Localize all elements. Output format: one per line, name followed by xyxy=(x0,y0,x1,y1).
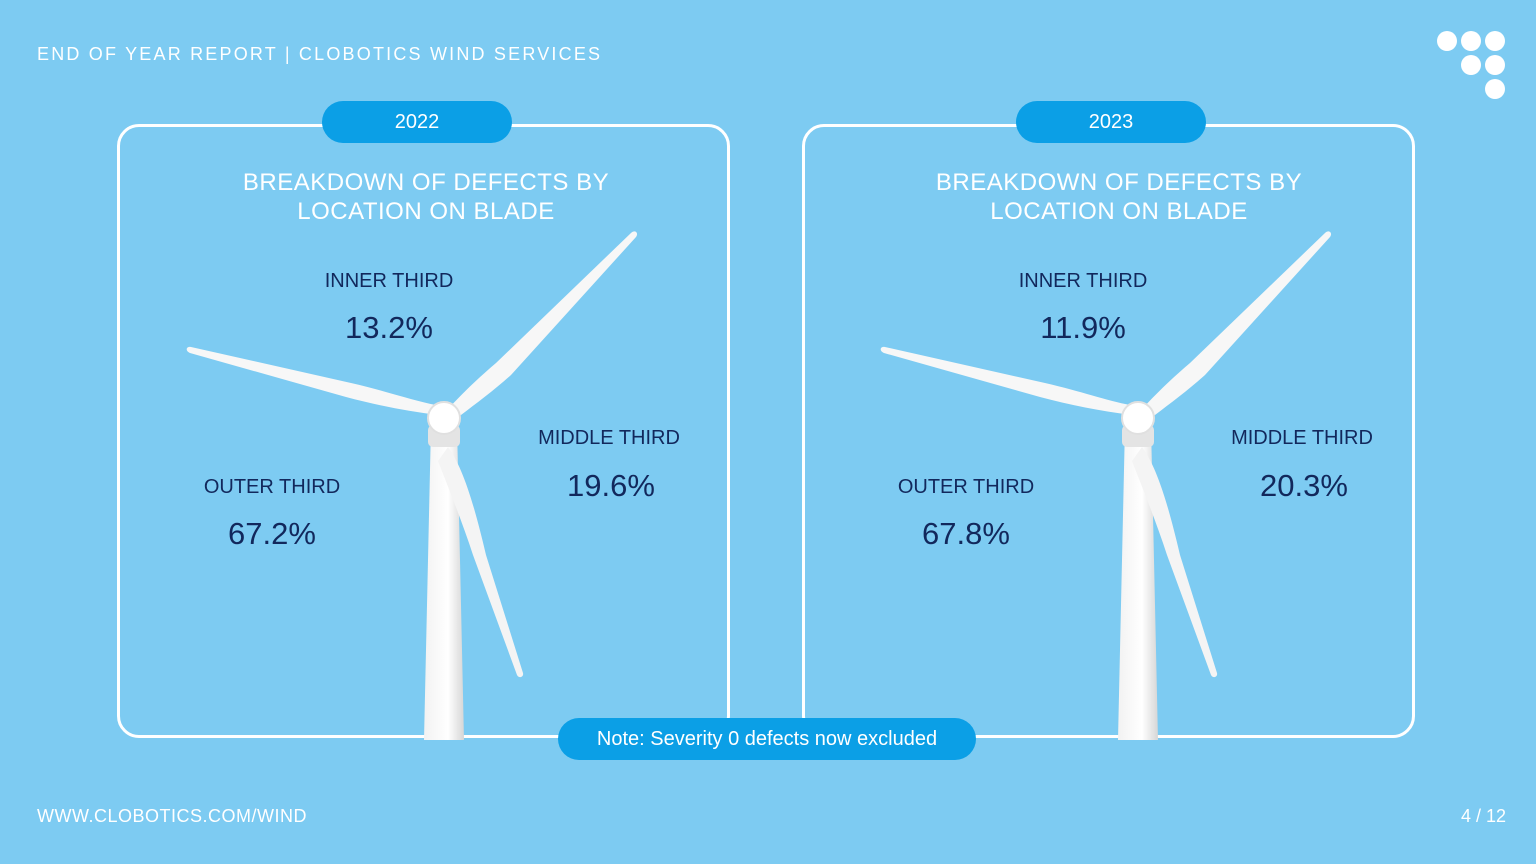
footer-url-link[interactable]: WWW.CLOBOTICS.COM/WIND xyxy=(37,806,307,826)
panel-title-2023: BREAKDOWN OF DEFECTS BY LOCATION ON BLAD… xyxy=(859,168,1379,226)
note-badge: Note: Severity 0 defects now excluded xyxy=(558,718,976,760)
panel-title-2022: BREAKDOWN OF DEFECTS BY LOCATION ON BLAD… xyxy=(166,168,686,226)
outer-third-label: OUTER THIRD xyxy=(897,476,1035,498)
outer-third-value: 67.2% xyxy=(228,516,316,551)
panel-title-line1: BREAKDOWN OF DEFECTS BY xyxy=(242,169,610,196)
year-badge-2023: 2023 xyxy=(1016,101,1206,143)
panel-title-line1: BREAKDOWN OF DEFECTS BY xyxy=(935,169,1303,196)
inner-third-label: INNER THIRD xyxy=(324,270,454,292)
inner-third-label: INNER THIRD xyxy=(1018,270,1148,292)
middle-third-label: MIDDLE THIRD xyxy=(1231,427,1373,449)
page-number: 4 / 12 xyxy=(1460,806,1506,826)
inner-third-value: 11.9% xyxy=(1040,310,1126,345)
clobotics-logo xyxy=(1437,31,1505,99)
outer-third-value: 67.8% xyxy=(922,516,1010,551)
report-header: END OF YEAR REPORT | CLOBOTICS WIND SERV… xyxy=(37,44,603,64)
panel-title-line2: LOCATION ON BLADE xyxy=(990,198,1248,225)
middle-third-value: 20.3% xyxy=(1260,468,1348,503)
panel-title-line2: LOCATION ON BLADE xyxy=(297,198,555,225)
middle-third-value: 19.6% xyxy=(567,468,655,503)
year-badge-2022: 2022 xyxy=(322,101,512,143)
inner-third-value: 13.2% xyxy=(345,310,433,345)
middle-third-label: MIDDLE THIRD xyxy=(538,427,680,449)
outer-third-label: OUTER THIRD xyxy=(203,476,341,498)
